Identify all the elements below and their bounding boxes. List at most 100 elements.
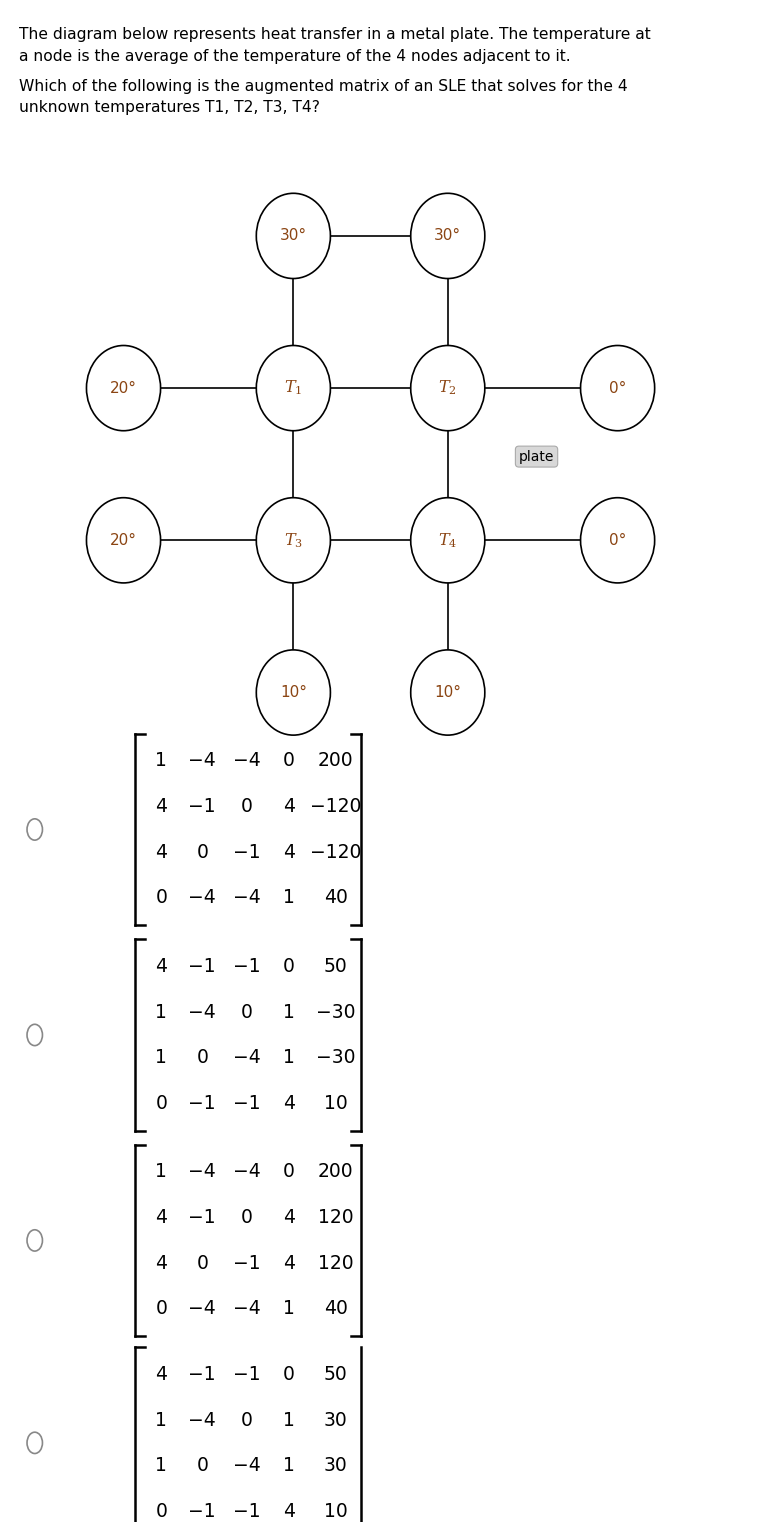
Text: 4: 4 [155, 798, 168, 816]
Ellipse shape [256, 345, 330, 431]
Text: 10°: 10° [280, 685, 306, 700]
Text: −4: −4 [233, 1457, 261, 1475]
Text: 4: 4 [155, 957, 168, 976]
Text: 4: 4 [283, 1094, 295, 1113]
Text: 1: 1 [155, 1049, 168, 1067]
Ellipse shape [27, 1230, 42, 1251]
Text: 30°: 30° [279, 228, 307, 244]
Text: 4: 4 [283, 1254, 295, 1272]
Ellipse shape [256, 498, 330, 583]
Text: −120: −120 [310, 798, 361, 816]
Text: 200: 200 [318, 752, 354, 770]
Text: 1: 1 [155, 1457, 168, 1475]
Text: 0: 0 [155, 1094, 168, 1113]
Text: 1: 1 [283, 1049, 295, 1067]
Text: 120: 120 [318, 1208, 354, 1227]
Text: 10: 10 [324, 1094, 347, 1113]
Text: 0: 0 [196, 1049, 208, 1067]
Text: 20°: 20° [110, 380, 137, 396]
Text: −30: −30 [316, 1003, 356, 1021]
Text: $T_4$: $T_4$ [438, 531, 457, 549]
Text: −4: −4 [188, 1003, 216, 1021]
Text: −4: −4 [233, 1300, 261, 1318]
Text: 40: 40 [324, 1300, 347, 1318]
Text: −120: −120 [310, 843, 361, 861]
Text: 4: 4 [283, 1502, 295, 1520]
Text: 10: 10 [324, 1502, 347, 1520]
Text: 0: 0 [155, 1502, 168, 1520]
Text: 0°: 0° [609, 380, 626, 396]
Text: −1: −1 [188, 1094, 216, 1113]
Text: −1: −1 [233, 1365, 261, 1383]
Text: −4: −4 [233, 1163, 261, 1181]
Text: −1: −1 [233, 1094, 261, 1113]
Text: −4: −4 [233, 752, 261, 770]
Text: 0: 0 [196, 843, 208, 861]
Text: 30: 30 [324, 1457, 347, 1475]
Text: −4: −4 [233, 889, 261, 907]
Text: 30°: 30° [434, 228, 462, 244]
Text: 0: 0 [155, 889, 168, 907]
Text: 20°: 20° [110, 533, 137, 548]
Text: −1: −1 [233, 843, 261, 861]
Ellipse shape [581, 345, 655, 431]
Ellipse shape [86, 498, 161, 583]
Text: $T_3$: $T_3$ [284, 531, 303, 549]
Ellipse shape [411, 498, 485, 583]
Ellipse shape [27, 1432, 42, 1454]
Text: 0: 0 [283, 752, 295, 770]
Ellipse shape [411, 650, 485, 735]
Text: a node is the average of the temperature of the 4 nodes adjacent to it.: a node is the average of the temperature… [19, 49, 571, 64]
Text: 120: 120 [318, 1254, 354, 1272]
Ellipse shape [86, 345, 161, 431]
Text: 1: 1 [283, 1457, 295, 1475]
Text: 1: 1 [155, 1003, 168, 1021]
Text: The diagram below represents heat transfer in a metal plate. The temperature at: The diagram below represents heat transf… [19, 27, 651, 43]
Text: 30: 30 [324, 1411, 347, 1429]
Text: 1: 1 [155, 1163, 168, 1181]
Text: 200: 200 [318, 1163, 354, 1181]
Text: −4: −4 [233, 1049, 261, 1067]
Text: −1: −1 [233, 957, 261, 976]
Text: 4: 4 [155, 1365, 168, 1383]
Text: −1: −1 [233, 1254, 261, 1272]
Text: −30: −30 [316, 1049, 356, 1067]
Text: 0: 0 [196, 1457, 208, 1475]
Text: −1: −1 [188, 957, 216, 976]
Text: 50: 50 [324, 957, 347, 976]
Text: 0: 0 [196, 1254, 208, 1272]
Text: 0: 0 [241, 1208, 253, 1227]
Text: 4: 4 [155, 843, 168, 861]
Text: 0: 0 [241, 1411, 253, 1429]
Text: 1: 1 [283, 889, 295, 907]
Text: 0: 0 [283, 1365, 295, 1383]
Text: 0: 0 [241, 1003, 253, 1021]
Ellipse shape [27, 1024, 42, 1046]
Text: Which of the following is the augmented matrix of an SLE that solves for the 4: Which of the following is the augmented … [19, 79, 628, 94]
Text: unknown temperatures T1, T2, T3, T4?: unknown temperatures T1, T2, T3, T4? [19, 100, 320, 116]
Text: −4: −4 [188, 889, 216, 907]
Text: 0: 0 [241, 798, 253, 816]
Ellipse shape [256, 193, 330, 279]
Text: $T_2$: $T_2$ [438, 379, 457, 397]
Text: $T_1$: $T_1$ [284, 379, 303, 397]
Text: 50: 50 [324, 1365, 347, 1383]
Text: −1: −1 [188, 1502, 216, 1520]
Text: −4: −4 [188, 1411, 216, 1429]
Text: 1: 1 [283, 1003, 295, 1021]
Text: 1: 1 [283, 1411, 295, 1429]
Ellipse shape [411, 345, 485, 431]
Text: 4: 4 [155, 1254, 168, 1272]
Text: 4: 4 [283, 798, 295, 816]
Text: 4: 4 [283, 1208, 295, 1227]
Text: 1: 1 [155, 752, 168, 770]
Text: −4: −4 [188, 1163, 216, 1181]
Text: 40: 40 [324, 889, 347, 907]
Text: −1: −1 [188, 1365, 216, 1383]
Ellipse shape [581, 498, 655, 583]
Text: 0: 0 [283, 957, 295, 976]
Ellipse shape [256, 650, 330, 735]
Text: plate: plate [519, 449, 554, 464]
Text: −1: −1 [188, 798, 216, 816]
Text: 4: 4 [155, 1208, 168, 1227]
